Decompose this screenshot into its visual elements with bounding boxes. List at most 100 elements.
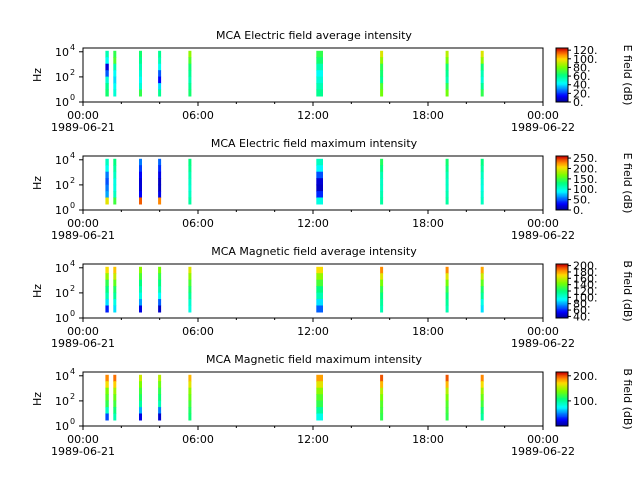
burst-cell — [105, 394, 109, 402]
colorbar-tick-label: 100. — [573, 53, 598, 66]
burst-6 — [316, 158, 323, 205]
x-date-start: 1989-06-21 — [51, 337, 115, 350]
burst-cell — [113, 89, 117, 97]
burst-cell — [445, 266, 449, 274]
colorbar-cell — [556, 56, 568, 58]
colorbar-cell — [556, 65, 568, 68]
colorbar-cell — [556, 187, 568, 189]
burst-9 — [480, 158, 484, 205]
colorbar-cell — [556, 161, 568, 164]
burst-cell — [480, 50, 484, 58]
x-tick-label: 00:00 — [67, 217, 99, 230]
burst-cell — [158, 305, 162, 313]
burst-cell — [158, 407, 162, 415]
colorbar-cell — [556, 393, 568, 396]
burst-cell — [113, 171, 117, 179]
colorbar-tick-label: 100. — [573, 395, 598, 408]
x-tick-label: 00:00 — [527, 217, 559, 230]
colorbar-cell — [556, 178, 568, 181]
x-tick-label: 18:00 — [412, 109, 444, 122]
colorbar-cell — [556, 77, 568, 80]
burst-cell — [105, 89, 109, 97]
burst-cell — [380, 400, 384, 408]
burst-cell — [316, 158, 323, 166]
colorbar-cell — [556, 417, 568, 420]
colorbar-tick-label: 100. — [573, 291, 598, 304]
colorbar-cell — [556, 405, 568, 408]
colorbar-cell — [556, 191, 568, 193]
burst-cell — [139, 76, 142, 84]
burst-cell — [188, 394, 192, 402]
burst-5 — [188, 158, 192, 205]
burst-cell — [105, 197, 109, 205]
x-tick-label: 12:00 — [297, 325, 329, 338]
burst-cell — [188, 184, 192, 192]
colorbar-cell — [556, 420, 568, 423]
burst-cell — [113, 407, 117, 415]
colorbar-cell — [556, 386, 568, 389]
x-tick-label: 00:00 — [67, 109, 99, 122]
burst-cell — [480, 374, 484, 382]
y-axis-label: Hz — [31, 284, 44, 298]
burst-cell — [188, 50, 192, 58]
colorbar-cell — [556, 389, 568, 392]
colorbar-cell — [556, 392, 568, 394]
colorbar-cell — [556, 270, 568, 273]
burst-cell — [105, 299, 109, 307]
y-axis-label: Hz — [31, 392, 44, 406]
burst-cell — [139, 387, 142, 395]
burst-cell — [316, 165, 323, 173]
burst-cell — [139, 305, 142, 313]
burst-9 — [480, 374, 484, 421]
panel-title: MCA Electric field maximum intensity — [211, 137, 418, 150]
axes-frame — [82, 371, 544, 427]
burst-cell — [445, 76, 449, 84]
colorbar-cell — [556, 205, 568, 208]
x-tick-label: 18:00 — [412, 325, 444, 338]
burst-cell — [113, 191, 117, 199]
colorbar-cell — [556, 284, 568, 286]
colorbar-cell — [556, 195, 568, 197]
y-tick-label: 10 — [55, 71, 69, 84]
colorbar-tick-label: 150. — [573, 173, 598, 186]
y-tick-label: 10 — [55, 96, 69, 109]
colorbar-cell — [556, 61, 568, 64]
burst-cell — [105, 266, 109, 274]
colorbar-cell — [556, 403, 568, 405]
colorbar-tick-label: 50. — [573, 194, 591, 207]
colorbar-cell — [556, 87, 568, 89]
burst-cell — [445, 286, 449, 294]
burst-cell — [445, 374, 449, 382]
burst-cell — [188, 171, 192, 179]
burst-cell — [480, 286, 484, 294]
colorbar-cell — [556, 162, 568, 165]
colorbar-cell — [556, 390, 568, 393]
colorbar-cell — [556, 170, 568, 173]
colorbar-cell — [556, 203, 568, 205]
burst-cell — [480, 70, 484, 78]
colorbar-cell — [556, 52, 568, 54]
colorbar-label: B field (dB) — [621, 368, 634, 429]
burst-cell — [380, 70, 384, 78]
burst-cell — [105, 70, 109, 78]
colorbar-cell — [556, 184, 568, 187]
colorbar-cell — [556, 308, 568, 311]
burst-cell — [113, 387, 117, 395]
y-tick-label: 10 — [55, 179, 69, 192]
colorbar-cell — [556, 385, 568, 388]
burst-cell — [188, 63, 192, 71]
colorbar-cell — [556, 380, 568, 382]
burst-cell — [188, 374, 192, 382]
y-tick-label: 10 — [55, 262, 69, 275]
burst-cell — [113, 63, 117, 71]
colorbar: 0.50.100.150.200.250. E field (dB) — [555, 152, 634, 217]
burst-cell — [188, 70, 192, 78]
burst-cell — [158, 381, 162, 389]
burst-cell — [113, 374, 117, 382]
burst-cell — [445, 178, 449, 186]
colorbar-cell — [556, 264, 568, 266]
burst-cell — [445, 381, 449, 389]
colorbar-tick-label: 100. — [573, 183, 598, 196]
burst-cell — [380, 171, 384, 179]
